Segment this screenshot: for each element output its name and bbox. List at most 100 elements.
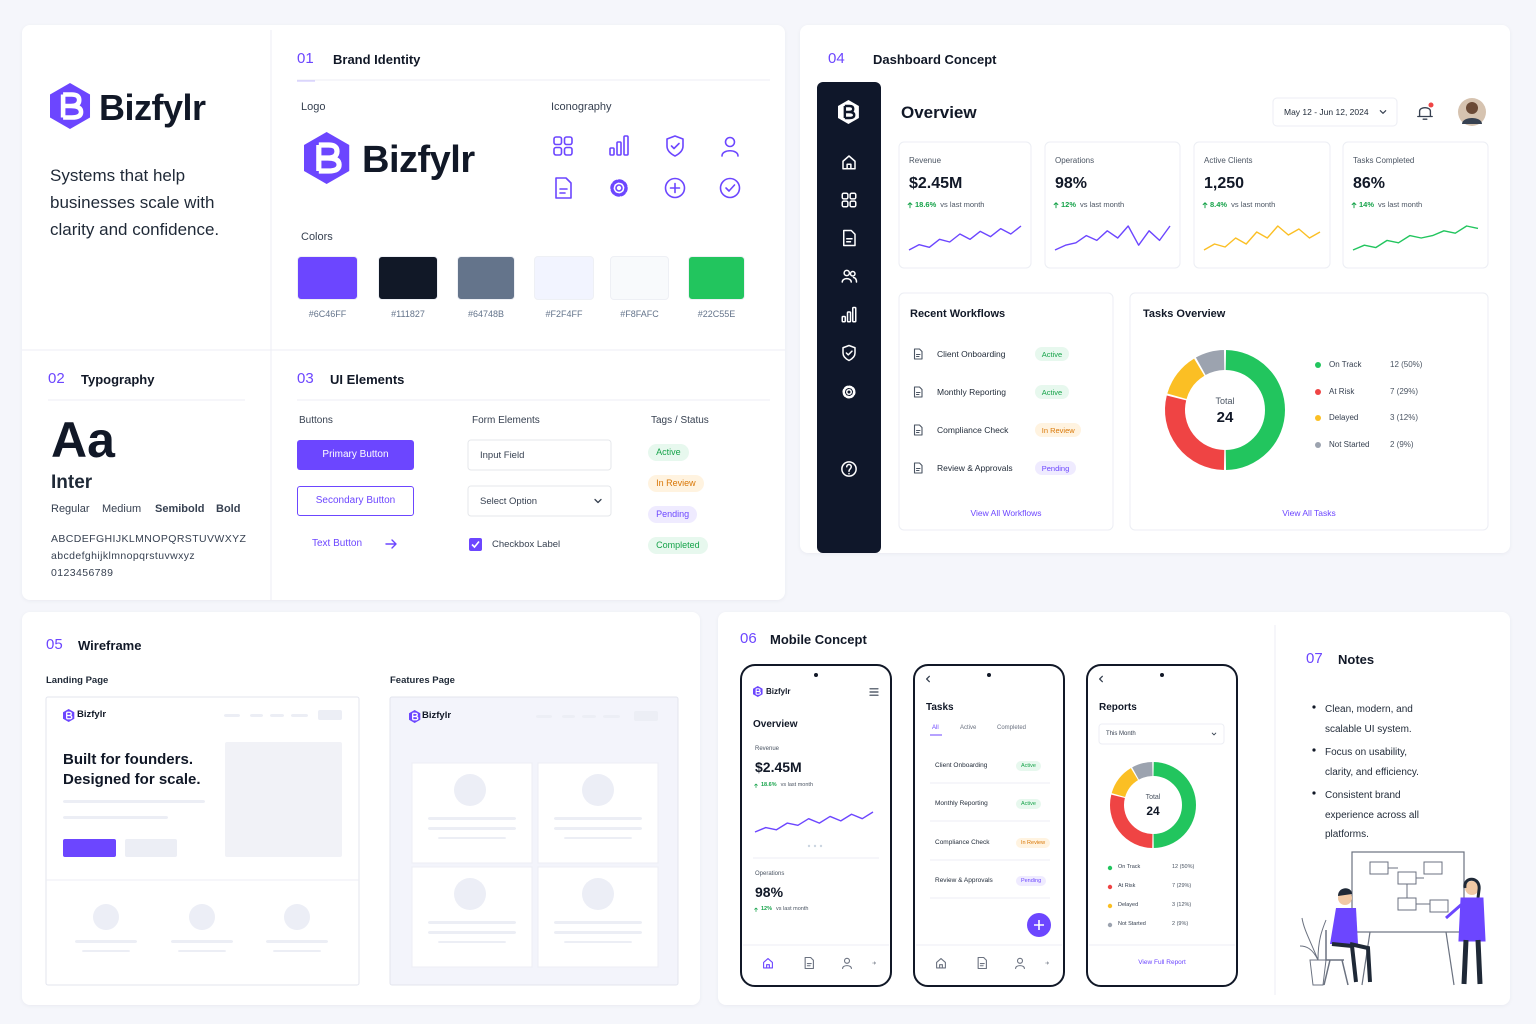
- icon-back: [926, 675, 930, 683]
- person-body: [1330, 908, 1358, 944]
- section-title: Dashboard Concept: [873, 52, 997, 67]
- icon-part: [804, 956, 814, 970]
- legend-label: Delayed: [1329, 413, 1359, 422]
- logo-glyph: [843, 104, 856, 120]
- change-row: 12% vs last month: [761, 906, 808, 913]
- font-weight: Bold: [216, 503, 241, 515]
- icon-home: [936, 958, 946, 969]
- phone-frame: [913, 664, 1065, 987]
- placeholder: [554, 921, 642, 924]
- icon-up: [1202, 202, 1208, 209]
- icon-part: [915, 467, 921, 472]
- legend-value: 2 (9%): [1390, 440, 1414, 449]
- note: Consistent brand experience across all p…: [1325, 790, 1419, 840]
- placeholder: [93, 904, 119, 930]
- icon-arrow: [385, 539, 397, 549]
- icon-doc: [804, 956, 814, 970]
- person-head: [1465, 881, 1479, 895]
- section-title: Notes: [1338, 652, 1375, 667]
- select-field: [467, 485, 612, 517]
- person-hair: [1338, 888, 1352, 896]
- mobile-kpi-label: Operations: [755, 871, 785, 877]
- icon-part: [852, 306, 857, 323]
- placeholder: [63, 800, 205, 803]
- text-button[interactable]: Text Button: [312, 538, 363, 549]
- icon-part: [845, 350, 853, 356]
- legend-label: Delayed: [1118, 902, 1139, 908]
- icon-doc: [913, 386, 923, 398]
- change-row: 12% vs last month: [1061, 200, 1124, 209]
- date-picker: [1272, 97, 1398, 127]
- mobile-kpi-value: $2.45M: [755, 759, 802, 775]
- mobile-task-status: In Review: [1016, 838, 1051, 849]
- donut-segment: [1195, 350, 1225, 376]
- phone-camera: [987, 673, 991, 677]
- icon-part: [670, 142, 680, 150]
- icon-part: [846, 311, 852, 323]
- secondary-button[interactable]: Secondary Button: [297, 486, 414, 516]
- icon-help: [841, 461, 857, 477]
- icon-chev: [1379, 110, 1387, 114]
- icon-check: [719, 177, 741, 199]
- icon-part: [913, 424, 923, 436]
- icon-part: [610, 179, 628, 197]
- type-specimen: 0123456789: [51, 567, 114, 579]
- mobile-task-name: Client Onboarding: [935, 762, 988, 769]
- bullet: [1312, 705, 1316, 709]
- icon-part: [842, 155, 856, 170]
- workflows-link[interactable]: View All Workflows: [970, 508, 1042, 518]
- flow-box: [1423, 861, 1443, 875]
- icon-arrow: [872, 961, 876, 965]
- section-number: 04: [828, 50, 845, 67]
- legend-dot: [1315, 389, 1321, 395]
- icon-part: [872, 961, 876, 965]
- icon-part: [843, 269, 851, 277]
- icon-home: [842, 155, 856, 170]
- workflows-title: Recent Workflows: [910, 308, 1006, 320]
- icon-part: [563, 146, 573, 156]
- color-label: #F8FAFC: [620, 309, 659, 319]
- mobile-logo: Bizfylr: [766, 687, 791, 696]
- bullet: [1312, 748, 1316, 752]
- icon-part: [1045, 961, 1049, 965]
- mobile-heading: Overview: [753, 719, 798, 730]
- type-specimen: abcdefghijklmnopqrstuvwxyz: [51, 550, 196, 562]
- tasks-link[interactable]: View All Tasks: [1282, 508, 1336, 518]
- icon-part: [725, 184, 736, 192]
- legend-label: At Risk: [1329, 387, 1355, 396]
- form-label: Form Elements: [472, 415, 540, 426]
- legend-dot: [1107, 903, 1113, 909]
- font-weight: Semibold: [155, 503, 205, 515]
- color-swatch: [534, 256, 594, 300]
- icon-part: [907, 202, 913, 209]
- notification-dot: [1428, 102, 1434, 108]
- workflow-name: Client Onboarding: [937, 349, 1006, 359]
- font-weight: Medium: [102, 503, 142, 515]
- color-label: #6C46FF: [308, 309, 347, 319]
- mobile-heading: Reports: [1099, 702, 1137, 713]
- change-value: 18.6%: [915, 200, 937, 209]
- color-swatch: [297, 256, 358, 300]
- icon-part: [1351, 202, 1357, 209]
- primary-button[interactable]: Primary Button: [297, 440, 414, 470]
- color-label: #22C55E: [697, 309, 736, 319]
- dashboard-card: [800, 25, 1510, 553]
- placeholder: [428, 827, 516, 830]
- icon-part: [979, 963, 985, 967]
- report-link[interactable]: View Full Report: [1138, 959, 1186, 966]
- legend-value: 7 (29%): [1172, 883, 1192, 889]
- icon-gear: [842, 385, 856, 399]
- color-label: #64748B: [467, 309, 505, 319]
- wireframe-headline: Built for founders.: [63, 751, 193, 768]
- legend-value: 2 (9%): [1172, 921, 1189, 927]
- placeholder: [554, 827, 642, 830]
- icon-part: [559, 188, 568, 194]
- pager-dot: [819, 844, 823, 848]
- sparkline: [908, 225, 1022, 251]
- input-placeholder: Input Field: [480, 450, 525, 461]
- legend-dot: [1315, 415, 1321, 421]
- icon-part: [669, 182, 681, 194]
- icon-part: [1211, 732, 1217, 736]
- tags-label: Tags / Status: [651, 415, 709, 426]
